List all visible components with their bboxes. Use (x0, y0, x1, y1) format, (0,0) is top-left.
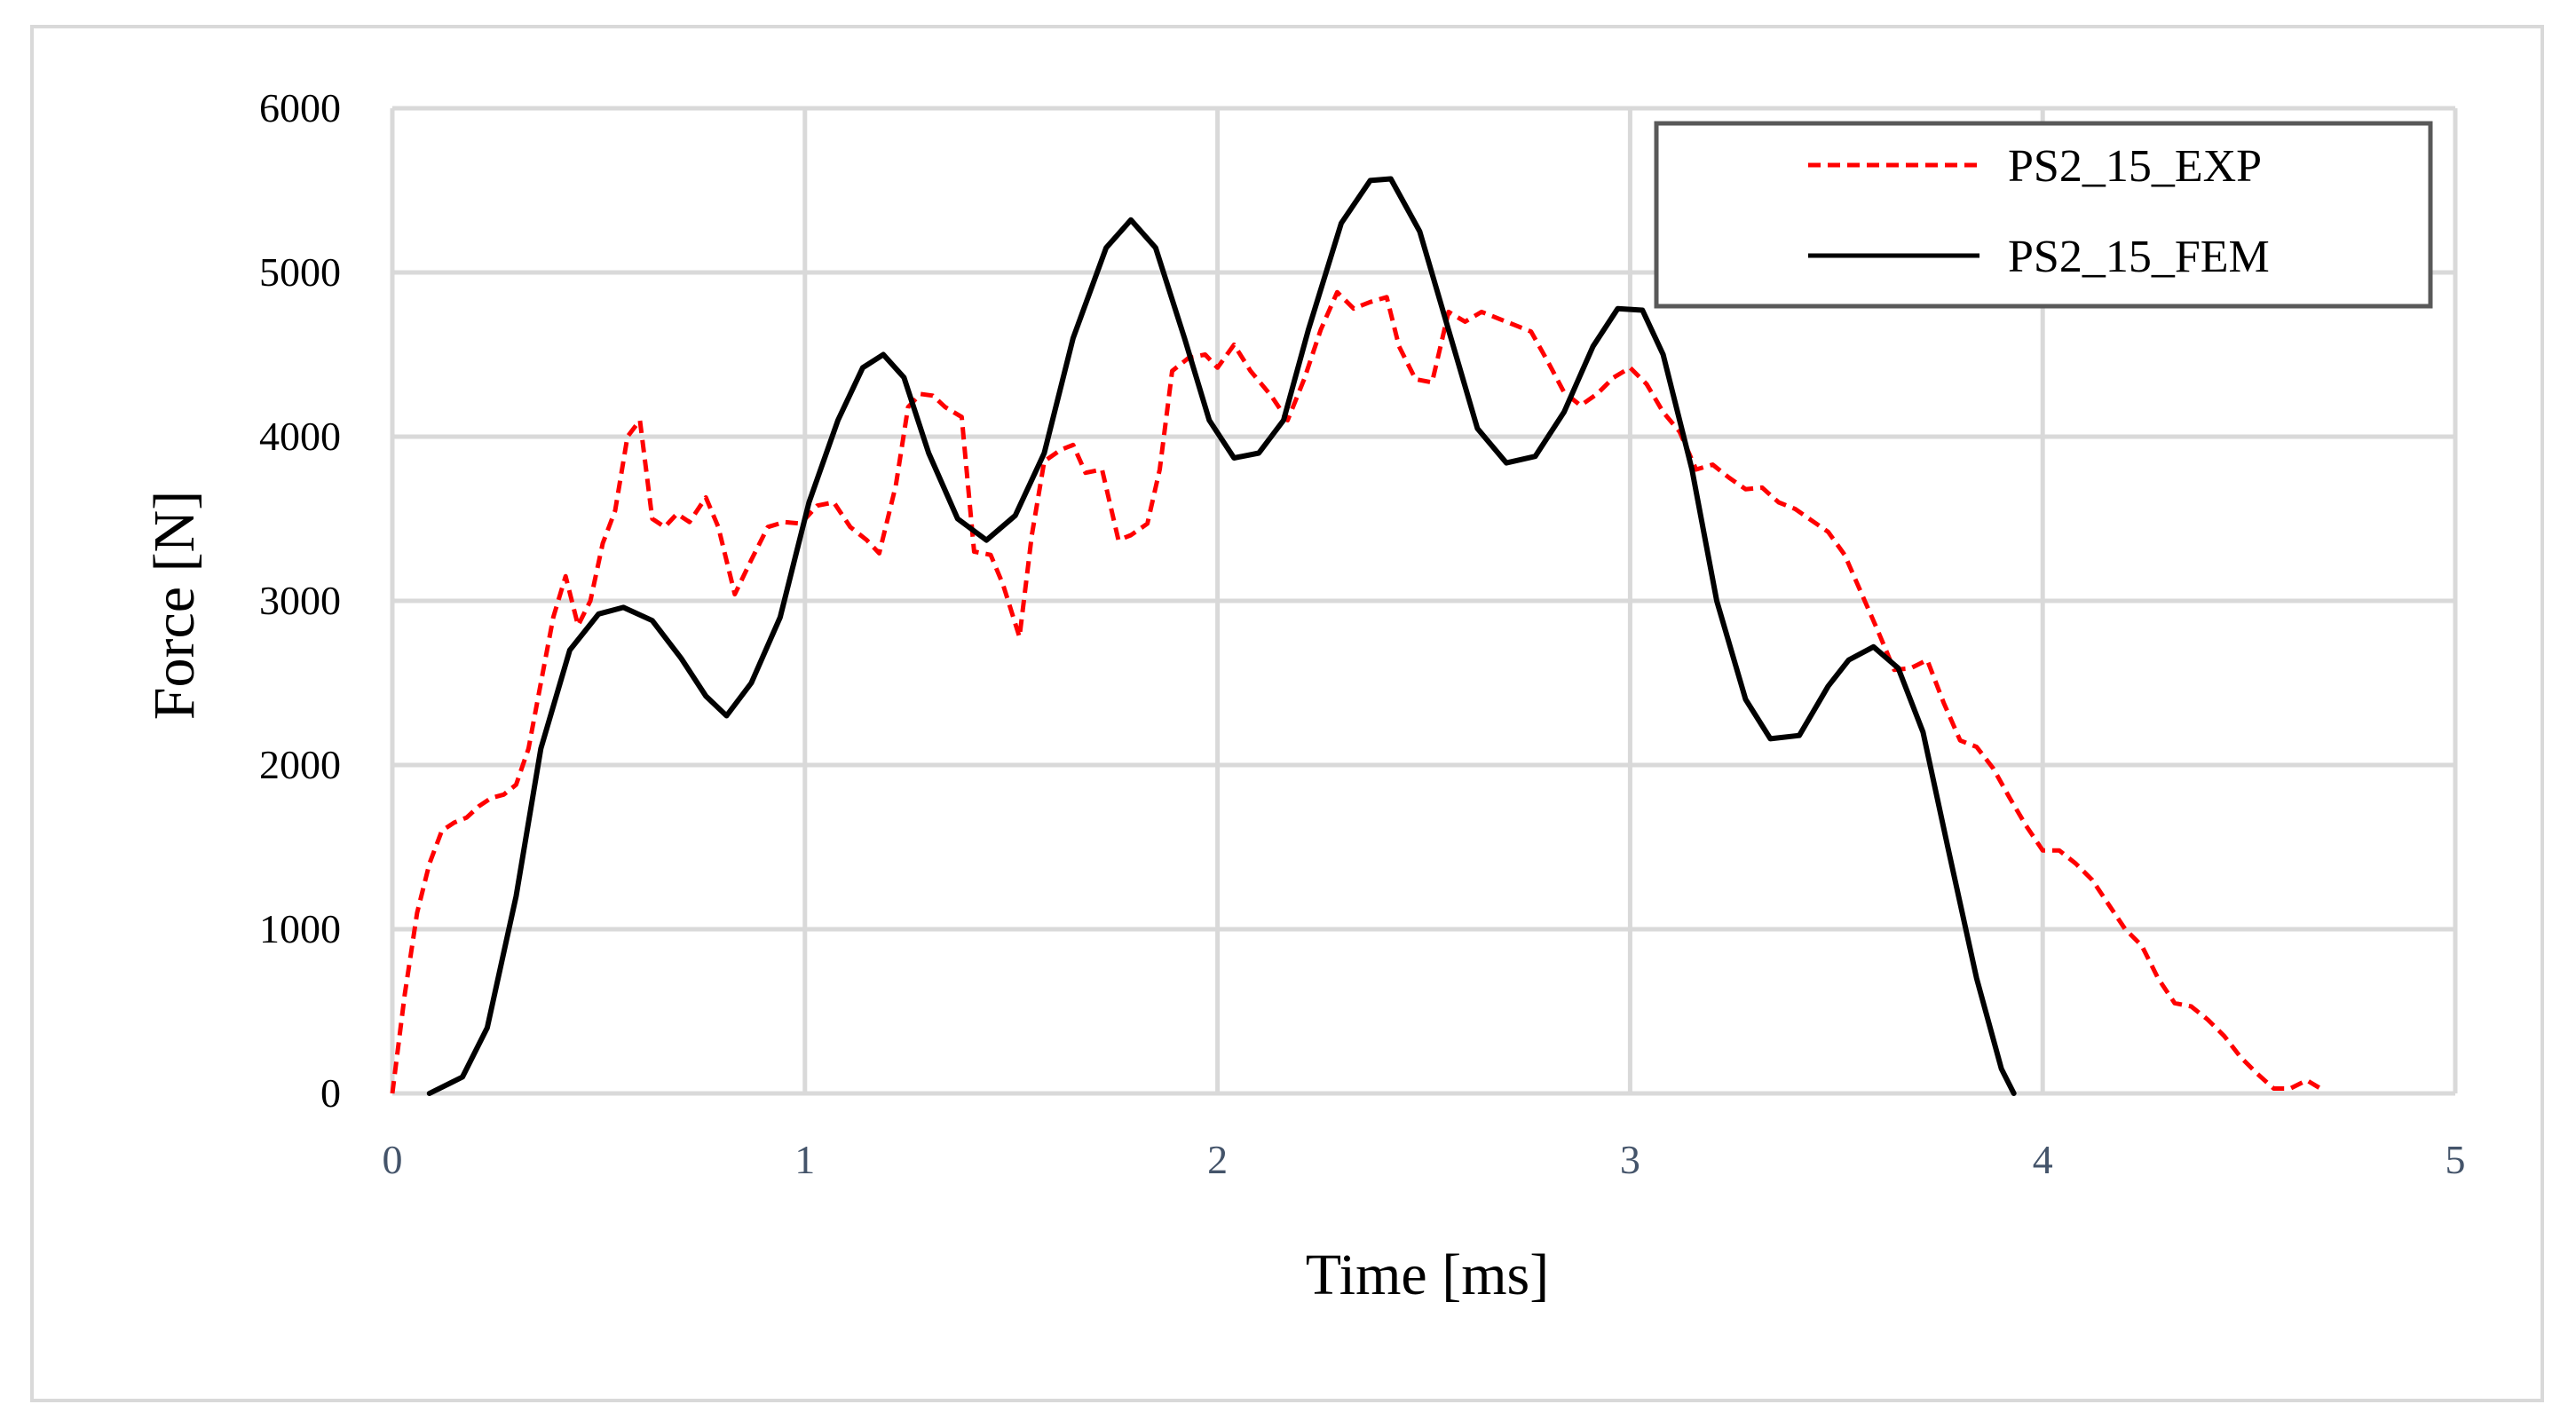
legend: PS2_15_EXP PS2_15_FEM (1654, 121, 2433, 309)
y-tick-label-5000: 5000 (259, 249, 341, 295)
axis-ticks: 0 1000 2000 3000 4000 5000 6000 0 1 2 3 4 5 (259, 85, 2466, 1182)
x-tick-label-0: 0 (383, 1137, 403, 1182)
y-tick-label-0: 0 (320, 1070, 341, 1116)
y-tick-label-4000: 4000 (259, 414, 341, 459)
y-tick-label-1000: 1000 (259, 906, 341, 951)
legend-box (1654, 121, 2433, 309)
legend-label-fem: PS2_15_FEM (2008, 232, 2270, 282)
y-tick-label-2000: 2000 (259, 742, 341, 787)
legend-label-exp: PS2_15_EXP (2008, 141, 2262, 192)
x-tick-label-1: 1 (794, 1137, 815, 1182)
x-tick-label-4: 4 (2033, 1137, 2053, 1182)
series-lines (390, 176, 2325, 1096)
x-tick-label-5: 5 (2446, 1137, 2466, 1182)
series-line-ps2-15-fem (426, 176, 2017, 1096)
x-tick-label-3: 3 (1620, 1137, 1640, 1182)
x-tick-label-2: 2 (1207, 1137, 1228, 1182)
y-tick-label-3000: 3000 (259, 578, 341, 623)
y-tick-label-6000: 6000 (259, 85, 341, 130)
x-axis-title: Time [ms] (1306, 1243, 1549, 1307)
y-axis-title: Force [N] (142, 491, 207, 720)
series-line-ps2-15-exp (390, 289, 2325, 1094)
